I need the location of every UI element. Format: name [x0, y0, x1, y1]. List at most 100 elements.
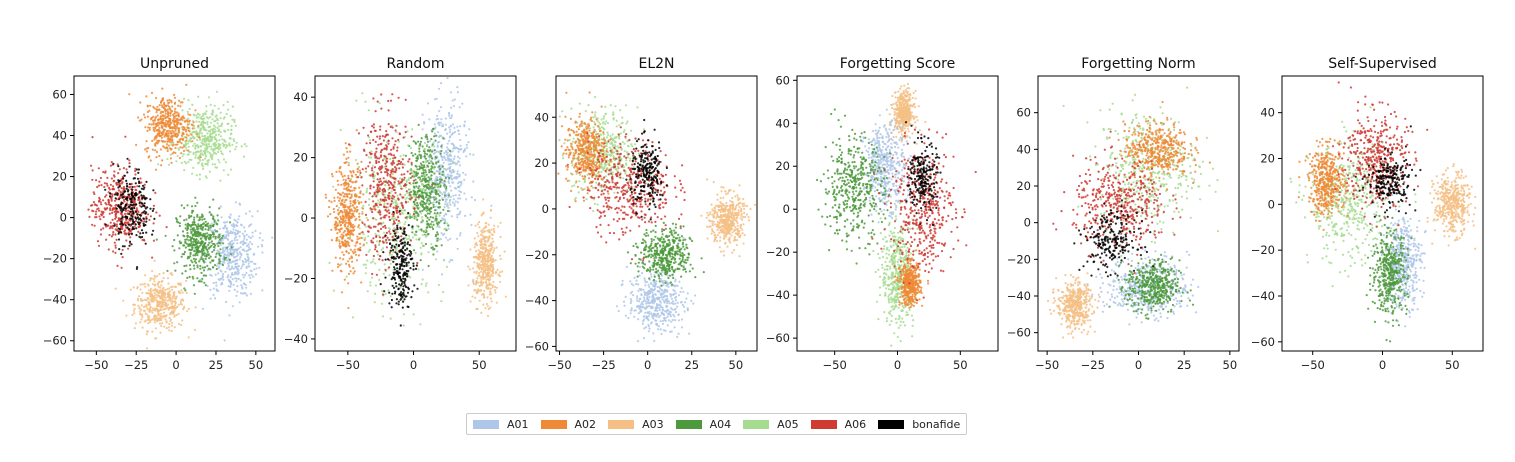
- point-a03: [476, 262, 479, 265]
- point-a03: [170, 324, 173, 327]
- point-a01: [244, 258, 247, 261]
- point-a06: [102, 170, 105, 174]
- point-a05: [182, 153, 185, 156]
- point-a04: [204, 284, 207, 287]
- point-a06: [410, 196, 413, 199]
- point-a02: [345, 209, 348, 212]
- point-a05: [367, 235, 370, 238]
- point-a04: [214, 235, 217, 238]
- point-a04: [417, 176, 420, 179]
- point-a05: [216, 122, 219, 125]
- point-bonafide: [134, 182, 137, 185]
- point-a04: [202, 259, 205, 262]
- point-a04: [416, 218, 419, 221]
- point-a02: [330, 172, 333, 176]
- point-a03: [492, 267, 495, 270]
- point-a01: [236, 251, 239, 255]
- point-a03: [175, 313, 178, 317]
- point-a05: [358, 227, 361, 230]
- point-a01: [251, 231, 254, 234]
- point-a05: [226, 100, 229, 103]
- point-a01: [227, 264, 230, 267]
- cluster-a02: [324, 129, 376, 310]
- point-a04: [211, 266, 215, 269]
- point-a04: [222, 242, 225, 245]
- point-a03: [167, 291, 170, 294]
- point-a02: [336, 196, 339, 199]
- point-a03: [147, 316, 150, 319]
- point-a04: [421, 205, 424, 208]
- point-a05: [439, 191, 442, 194]
- point-a03: [484, 235, 487, 238]
- point-a04: [414, 182, 417, 185]
- point-a02: [355, 205, 359, 209]
- point-a05: [381, 247, 385, 250]
- point-a03: [162, 311, 165, 314]
- point-a02: [352, 229, 355, 232]
- point-a05: [216, 146, 219, 149]
- point-a01: [236, 221, 239, 224]
- point-a04: [195, 225, 198, 228]
- point-a05: [204, 112, 207, 115]
- point-a02: [333, 196, 336, 199]
- point-a01: [246, 253, 249, 256]
- point-a02: [366, 218, 369, 222]
- point-a03: [172, 311, 175, 314]
- point-a03: [139, 297, 142, 300]
- point-a05: [197, 116, 200, 119]
- point-a03: [495, 301, 498, 304]
- point-a03: [479, 241, 482, 244]
- point-a02: [350, 174, 353, 177]
- point-a01: [236, 238, 239, 242]
- point-a05: [378, 268, 381, 271]
- point-a04: [217, 219, 220, 222]
- point-a01: [223, 225, 227, 228]
- point-a02: [334, 223, 337, 227]
- point-a03: [177, 282, 180, 285]
- point-a04: [223, 258, 226, 261]
- point-a05: [196, 131, 199, 134]
- point-a05: [215, 152, 218, 155]
- point-a01: [220, 216, 223, 219]
- point-a02: [343, 208, 346, 211]
- point-a01: [465, 146, 469, 149]
- point-a02: [181, 146, 184, 149]
- point-a05: [203, 126, 206, 129]
- point-a02: [158, 108, 161, 111]
- point-a04: [207, 236, 210, 239]
- point-a02: [169, 138, 172, 141]
- point-a05: [214, 166, 217, 169]
- point-a05: [436, 225, 439, 228]
- point-a04: [206, 250, 209, 253]
- point-a02: [343, 217, 346, 220]
- point-bonafide: [123, 245, 126, 248]
- point-a02: [349, 185, 353, 188]
- point-a05: [229, 133, 232, 136]
- point-a03: [469, 300, 472, 303]
- point-a02: [337, 213, 340, 216]
- point-a05: [201, 158, 204, 162]
- point-a02: [149, 104, 152, 107]
- point-a06: [115, 212, 118, 215]
- point-a03: [173, 297, 176, 300]
- point-a04: [192, 218, 196, 221]
- point-a04: [193, 267, 196, 270]
- point-a04: [186, 235, 189, 238]
- point-a01: [464, 214, 467, 217]
- point-a05: [378, 278, 381, 281]
- point-a02: [153, 130, 156, 133]
- point-a04: [184, 223, 187, 226]
- point-a02: [156, 114, 159, 117]
- point-a01: [456, 216, 459, 219]
- point-a05: [370, 150, 373, 153]
- point-a05: [200, 117, 203, 121]
- point-a05: [443, 228, 446, 231]
- point-a02: [357, 196, 360, 199]
- point-a04: [205, 253, 208, 256]
- point-a02: [185, 133, 188, 136]
- point-a06: [100, 184, 103, 187]
- point-a05: [187, 142, 190, 145]
- point-a05: [212, 143, 215, 146]
- point-a01: [430, 179, 433, 182]
- point-a02: [360, 281, 363, 284]
